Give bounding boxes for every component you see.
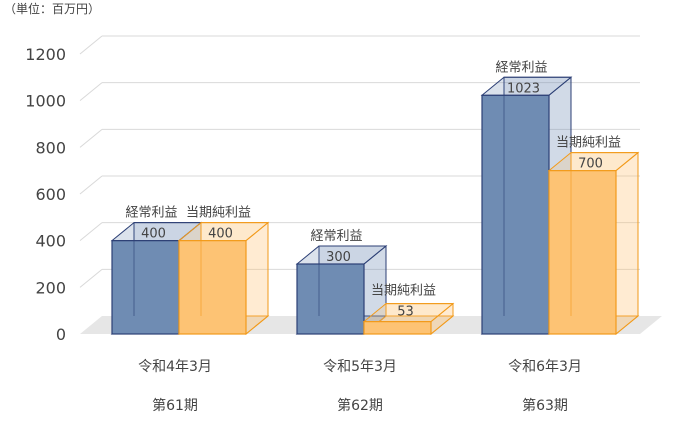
bar-front-face <box>178 240 247 335</box>
bar <box>362 302 455 336</box>
y-tick-label: 200 <box>35 278 66 297</box>
gridline-depth <box>79 268 103 288</box>
gridline-depth <box>79 35 103 55</box>
gridline-depth <box>79 222 103 242</box>
bar-front-face <box>363 321 432 335</box>
bar-front-face <box>548 170 617 335</box>
bar <box>177 221 270 336</box>
bar <box>295 244 388 336</box>
y-tick-label: 1200 <box>25 45 66 64</box>
gridline-depth <box>79 82 103 102</box>
bar <box>547 151 640 336</box>
y-tick-label: 1000 <box>25 92 66 111</box>
bar-side-face <box>615 151 639 336</box>
x-period-label: 第63期 <box>522 397 568 414</box>
bar-front-face <box>296 263 365 335</box>
x-period-label: 第62期 <box>337 397 383 414</box>
series-label: 経常利益 <box>495 60 547 75</box>
bar <box>110 221 203 336</box>
data-label: 400 <box>208 227 233 242</box>
gridline-depth <box>79 175 103 195</box>
x-category-label: 令和5年3月 <box>323 359 397 375</box>
x-category-label: 令和4年3月 <box>138 359 212 375</box>
data-label: 400 <box>141 227 166 242</box>
bar-side-face <box>245 221 269 336</box>
data-label: 1023 <box>507 81 540 96</box>
series-label: 当期純利益 <box>371 284 436 299</box>
y-tick-label: 0 <box>56 325 66 344</box>
y-tick-label: 400 <box>35 232 66 251</box>
gridline-depth <box>79 128 103 148</box>
series-label: 経常利益 <box>310 229 362 244</box>
unit-label: （単位：百万円） <box>4 1 100 16</box>
x-period-label: 第61期 <box>152 397 198 414</box>
x-category-label: 令和6年3月 <box>508 359 582 375</box>
data-label: 700 <box>578 157 603 172</box>
data-label: 300 <box>326 250 351 265</box>
series-label: 当期純利益 <box>556 136 621 151</box>
y-axis-ticks: 0 200 400 600 800 1000 1200 <box>25 45 66 344</box>
bar-front-face <box>111 240 180 335</box>
y-tick-label: 800 <box>35 138 66 157</box>
y-tick-label: 600 <box>35 185 66 204</box>
series-label: 当期純利益 <box>186 206 251 221</box>
bars: 経常利益 400 当期純利益 400 経常利益 300 当期純利益 53 経常利益 1023 当期純… <box>110 60 640 336</box>
bar-front-face <box>481 94 550 335</box>
series-label: 経常利益 <box>125 206 177 221</box>
data-label: 53 <box>397 305 414 320</box>
